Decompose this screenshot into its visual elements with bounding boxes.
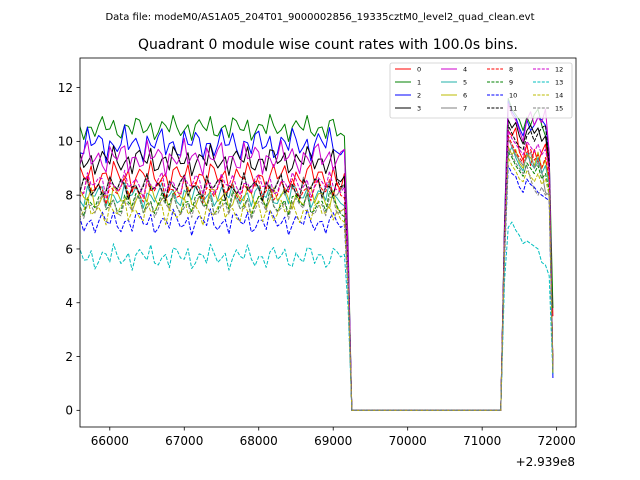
series-lines bbox=[80, 97, 554, 411]
chart-title: Quadrant 0 module wise count rates with … bbox=[138, 37, 518, 53]
x-tick-label: 69000 bbox=[314, 434, 352, 448]
legend-label-10: 10 bbox=[509, 91, 517, 99]
legend-label-6: 6 bbox=[463, 91, 467, 99]
y-tick-label: 0 bbox=[65, 404, 73, 418]
legend-label-15: 15 bbox=[555, 104, 563, 112]
legend-label-8: 8 bbox=[509, 65, 513, 73]
axes-frame bbox=[79, 57, 577, 428]
legend-label-7: 7 bbox=[463, 104, 467, 112]
y-tick-label: 12 bbox=[58, 81, 73, 95]
legend-label-5: 5 bbox=[463, 78, 467, 86]
legend-label-11: 11 bbox=[509, 104, 517, 112]
legend-label-1: 1 bbox=[417, 78, 421, 86]
x-tick-label: 72000 bbox=[538, 434, 576, 448]
x-tick-label: 66000 bbox=[91, 434, 129, 448]
axes: 66000 67000 68000 69000 70000 71000 72000 0 2 4 6 8… bbox=[58, 57, 577, 448]
legend-label-4: 4 bbox=[463, 65, 467, 73]
y-tick-label: 10 bbox=[58, 135, 73, 149]
legend-label-0: 0 bbox=[417, 65, 421, 73]
legend-label-12: 12 bbox=[555, 65, 563, 73]
legend-box bbox=[389, 62, 573, 119]
suptitle: Data file: modeM0/AS1A05_204T01_90000028… bbox=[105, 12, 534, 23]
y-tick-label: 6 bbox=[65, 242, 73, 256]
x-tick-label: 68000 bbox=[240, 434, 278, 448]
y-tick-label: 8 bbox=[65, 188, 73, 202]
plot-area bbox=[80, 97, 554, 411]
legend-label-14: 14 bbox=[555, 91, 563, 99]
x-tick-label: 70000 bbox=[389, 434, 427, 448]
x-offset-label: +2.939e8 bbox=[516, 455, 575, 469]
legend-label-13: 13 bbox=[555, 78, 563, 86]
y-tick-label: 2 bbox=[65, 350, 73, 364]
legend-label-3: 3 bbox=[417, 104, 421, 112]
series-line-12 bbox=[80, 130, 554, 411]
x-tick-label: 71000 bbox=[463, 434, 501, 448]
series-line-15 bbox=[80, 148, 554, 411]
legend-label-9: 9 bbox=[509, 78, 513, 86]
x-tick-label: 67000 bbox=[165, 434, 203, 448]
y-tick-label: 4 bbox=[65, 296, 73, 310]
legend-label-2: 2 bbox=[417, 91, 421, 99]
